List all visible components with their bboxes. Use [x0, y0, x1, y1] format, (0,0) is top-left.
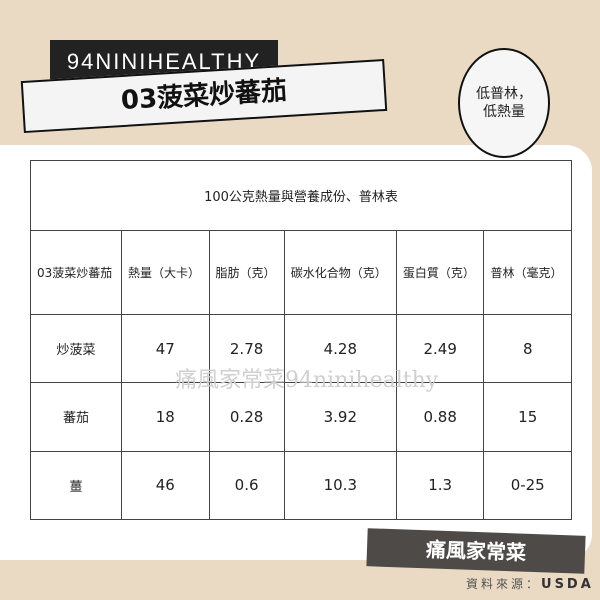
cell: 0-25	[483, 450, 572, 521]
cell: 3.92	[283, 382, 397, 452]
cell: 47	[121, 313, 210, 384]
cell: 8	[483, 313, 572, 384]
cell: 0.6	[208, 450, 285, 521]
food-name: 薑	[30, 450, 122, 521]
cell: 15	[483, 382, 572, 452]
cell: 0.28	[208, 382, 285, 452]
source-label: 資料來源：	[466, 577, 542, 591]
source-value: USDA	[541, 577, 594, 592]
low-purine-badge: 低普林， 低熱量	[458, 48, 550, 158]
source-note: 資料來源：USDA	[466, 575, 594, 592]
footer-banner: 痛風家常菜	[366, 528, 586, 574]
header-cell: 03菠菜炒蕃茄	[30, 230, 122, 315]
badge-line-1: 低普林，	[476, 86, 532, 102]
badge-line-2: 低熱量	[483, 104, 525, 120]
food-name: 炒菠菜	[30, 313, 122, 384]
watermark: 痛風家常菜94ninihealthy	[175, 368, 439, 393]
table-caption: 100公克熱量與營養成份、普林表	[30, 160, 572, 231]
cell: 2.49	[395, 313, 485, 384]
header-cell: 脂肪（克）	[208, 230, 285, 315]
cell: 10.3	[283, 450, 397, 521]
header-cell: 碳水化合物（克）	[283, 230, 397, 315]
cell: 46	[121, 450, 210, 521]
food-name: 蕃茄	[30, 382, 122, 452]
header-row: 03菠菜炒蕃茄 熱量（大卡） 脂肪（克） 碳水化合物（克） 蛋白質（克） 普林（…	[30, 230, 572, 315]
table-row: 炒菠菜 47 2.78 4.28 2.49 8	[30, 313, 572, 384]
cell: 1.3	[395, 450, 485, 521]
header-cell: 普林（毫克）	[483, 230, 572, 315]
nutrition-table: 100公克熱量與營養成份、普林表 03菠菜炒蕃茄 熱量（大卡） 脂肪（克） 碳水…	[30, 160, 572, 521]
header-cell: 熱量（大卡）	[121, 230, 210, 315]
header-cell: 蛋白質（克）	[395, 230, 485, 315]
table-row: 薑 46 0.6 10.3 1.3 0-25	[30, 450, 572, 521]
cell: 4.28	[283, 313, 397, 384]
